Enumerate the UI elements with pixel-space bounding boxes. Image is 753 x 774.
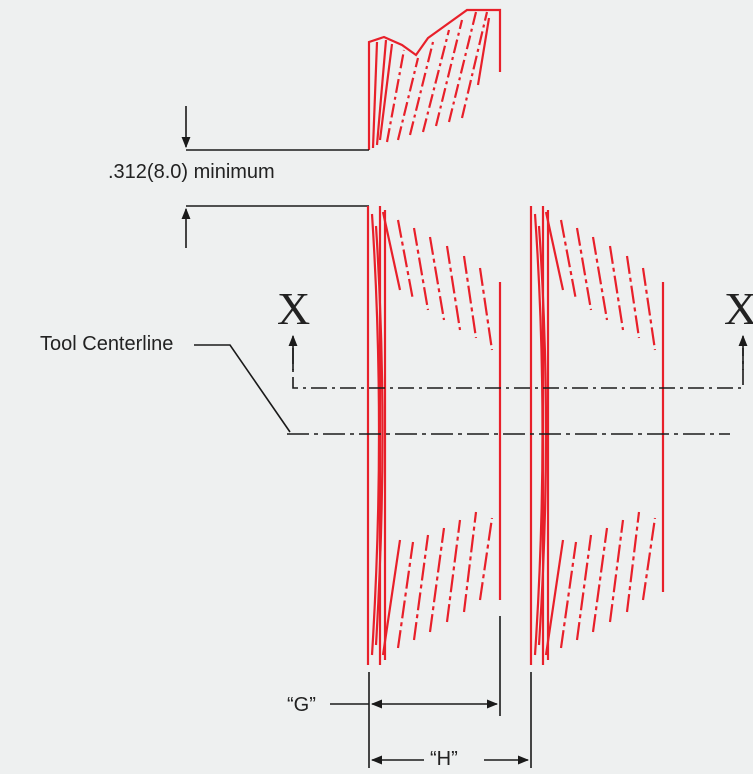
- dimension-312-label: .312(8.0) minimum: [108, 161, 275, 183]
- section-mark-right: X: [724, 283, 753, 334]
- section-mark-left: X: [277, 283, 311, 334]
- section-line-x: [288, 334, 748, 389]
- upper-cutter-fragment: [367, 8, 502, 150]
- cutter-2: [529, 206, 665, 665]
- tool-centerline-label: Tool Centerline: [40, 333, 174, 355]
- dimension-g-h: [330, 616, 532, 768]
- dimension-312: [181, 106, 369, 248]
- cutter-1: [366, 206, 502, 665]
- tool-centerline: [194, 344, 730, 435]
- dimension-h-label: “H”: [430, 748, 458, 770]
- dimension-g-label: “G”: [287, 694, 316, 716]
